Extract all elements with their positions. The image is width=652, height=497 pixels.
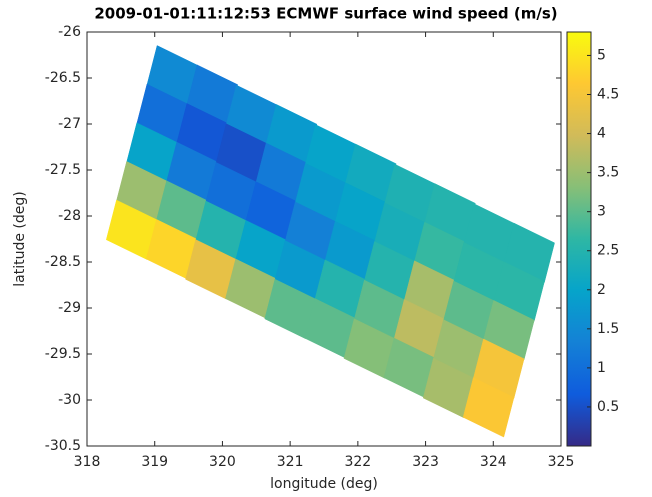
x-tick-label: 321 <box>277 454 304 470</box>
y-tick-label: -30 <box>58 392 81 408</box>
plot-frame <box>86 31 562 447</box>
wind-cell <box>462 377 515 438</box>
colorbar-tick-label: 4.5 <box>597 86 619 102</box>
x-tick-label: 318 <box>74 454 101 470</box>
colorbar-tick-label: 3.5 <box>597 165 619 181</box>
colorbar-tick-label: 0.5 <box>597 399 619 415</box>
y-tick-label: -26 <box>58 24 81 40</box>
swath <box>105 45 555 438</box>
colorbar <box>566 31 592 447</box>
x-tick-label: 319 <box>141 454 168 470</box>
y-axis-label: latitude (deg) <box>12 191 28 286</box>
y-tick-label: -30.5 <box>45 438 81 454</box>
y-tick-label: -28 <box>58 208 81 224</box>
colorbar-tick-label: 1.5 <box>597 321 619 337</box>
x-tick-label: 323 <box>412 454 439 470</box>
colorbar-tick-label: 2 <box>597 282 606 298</box>
y-tick-label: -28.5 <box>45 254 81 270</box>
x-axis-label: longitude (deg) <box>270 476 378 492</box>
chart-title: 2009-01-01:11:12:53 ECMWF surface wind s… <box>94 5 557 23</box>
colorbar-tick-label: 1 <box>597 360 606 376</box>
x-tick-label: 320 <box>209 454 236 470</box>
colorbar-tick-label: 5 <box>597 47 606 63</box>
x-tick-label: 325 <box>548 454 575 470</box>
x-tick-label: 324 <box>480 454 507 470</box>
colorbar-tick-label: 3 <box>597 204 606 220</box>
y-tick-label: -26.5 <box>45 70 81 86</box>
y-tick-label: -27 <box>58 116 81 132</box>
y-tick-label: -29 <box>58 300 81 316</box>
colorbar-tick-label: 2.5 <box>597 243 619 259</box>
colorbar-tick-label: 4 <box>597 126 606 142</box>
y-tick-label: -27.5 <box>45 162 81 178</box>
x-tick-label: 322 <box>344 454 371 470</box>
y-tick-label: -29.5 <box>45 346 81 362</box>
